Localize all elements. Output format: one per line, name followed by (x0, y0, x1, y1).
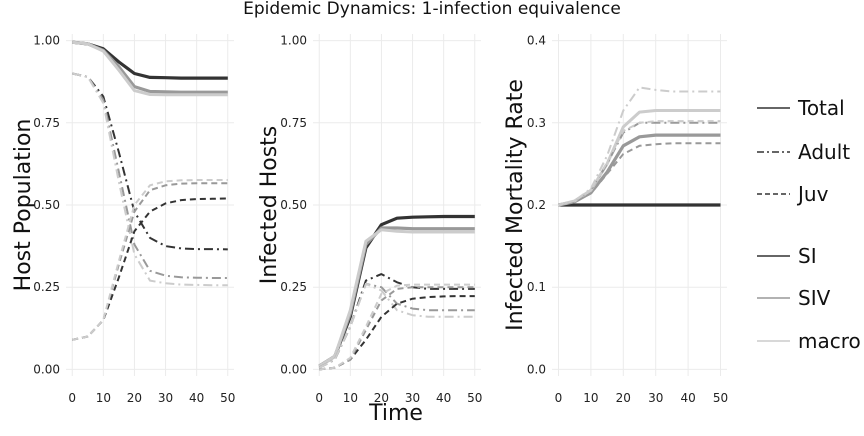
y-axis-label: Infected Mortality Rate (503, 79, 528, 331)
y-tick-label: 0.00 (33, 362, 60, 376)
y-tick-label: 0.50 (280, 198, 307, 212)
y-tick-label: 0.00 (280, 362, 307, 376)
x-tick-label: 0 (68, 391, 76, 405)
series-line-macro-juv (319, 283, 475, 371)
x-tick-label: 30 (405, 391, 420, 405)
series-line-si-adult (71, 72, 228, 251)
series-line-siv-total (558, 133, 721, 207)
y-tick-label: 0.0 (527, 362, 546, 376)
y-tick-label: 1.00 (280, 34, 307, 48)
gridlines (66, 34, 234, 376)
y-tick-label: 0.4 (527, 34, 546, 48)
x-tick-label: 10 (96, 391, 111, 405)
y-axis-label: Host Population (11, 119, 36, 292)
series-line-macro-total (72, 40, 228, 97)
x-tick-label: 40 (436, 391, 451, 405)
panel-3: 0.0 0.1 0.2 0.3 0.4 0 10 20 30 40 50 Infected Morta… (503, 34, 728, 405)
legend-label-total: Total (797, 96, 845, 120)
legend-label-siv: SIV (798, 286, 831, 310)
y-tick-label: 0.25 (33, 280, 60, 294)
x-tick-label: 40 (680, 391, 695, 405)
series-line-si-total (318, 214, 475, 368)
y-tick-label: 0.3 (527, 116, 546, 130)
panel-1: 0.00 0.25 0.50 0.75 1.00 0 10 20 30 40 50 Host Popu… (11, 34, 235, 405)
series-line-siv-juv (71, 182, 228, 341)
series-line-siv-juv (319, 286, 475, 371)
gridlines (313, 34, 481, 376)
series-line-siv-total (72, 40, 228, 94)
y-tick-label: 0.75 (33, 116, 60, 130)
series-line-siv-adult (71, 72, 228, 279)
series-line-siv-juv (558, 142, 721, 206)
legend-label-juv: Juv (796, 182, 829, 206)
chart-title: Epidemic Dynamics: 1-infection equivalen… (243, 0, 621, 19)
x-tick-label: 20 (127, 391, 142, 405)
y-tick-label: 0.25 (280, 280, 307, 294)
x-tick-label: 40 (189, 391, 204, 405)
x-tick-label: 10 (583, 391, 598, 405)
y-tick-label: 0.50 (33, 198, 60, 212)
x-tick-label: 30 (158, 391, 173, 405)
panel-2: 0.00 0.25 0.50 0.75 1.00 0 10 20 30 40 50 Infected … (257, 34, 482, 405)
x-tick-label: 20 (374, 391, 389, 405)
x-tick-label: 10 (343, 391, 358, 405)
y-tick-label: 0.1 (527, 280, 546, 294)
legend-label-si: SI (798, 244, 817, 268)
x-tick-label: 50 (220, 391, 235, 405)
y-tick-label: 0.75 (280, 116, 307, 130)
series-line-macro-juv (558, 120, 721, 206)
x-tick-label: 20 (616, 391, 631, 405)
legend: Total Adult Juv SI SIV macro (757, 96, 861, 353)
series-line-macro-juv (71, 179, 228, 341)
legend-label-macro: macro (798, 329, 861, 353)
y-tick-label: 0.2 (527, 198, 546, 212)
x-tick-label: 50 (467, 391, 482, 405)
series-line-macro-total (318, 228, 475, 368)
x-tick-label: 30 (648, 391, 663, 405)
x-axis-label: Time (368, 401, 423, 426)
series-line-macro-adult (71, 72, 228, 287)
series-line-macro-adult (318, 282, 475, 369)
x-tick-label: 0 (555, 391, 563, 405)
x-tick-label: 50 (713, 391, 728, 405)
series-line-macro-adult (558, 86, 721, 206)
y-axis-label: Infected Hosts (257, 126, 282, 284)
series-line-macro-total (558, 109, 721, 207)
legend-label-adult: Adult (798, 140, 850, 164)
series-line-si-juv (71, 197, 228, 341)
x-tick-label: 0 (315, 391, 323, 405)
y-tick-label: 1.00 (33, 34, 60, 48)
